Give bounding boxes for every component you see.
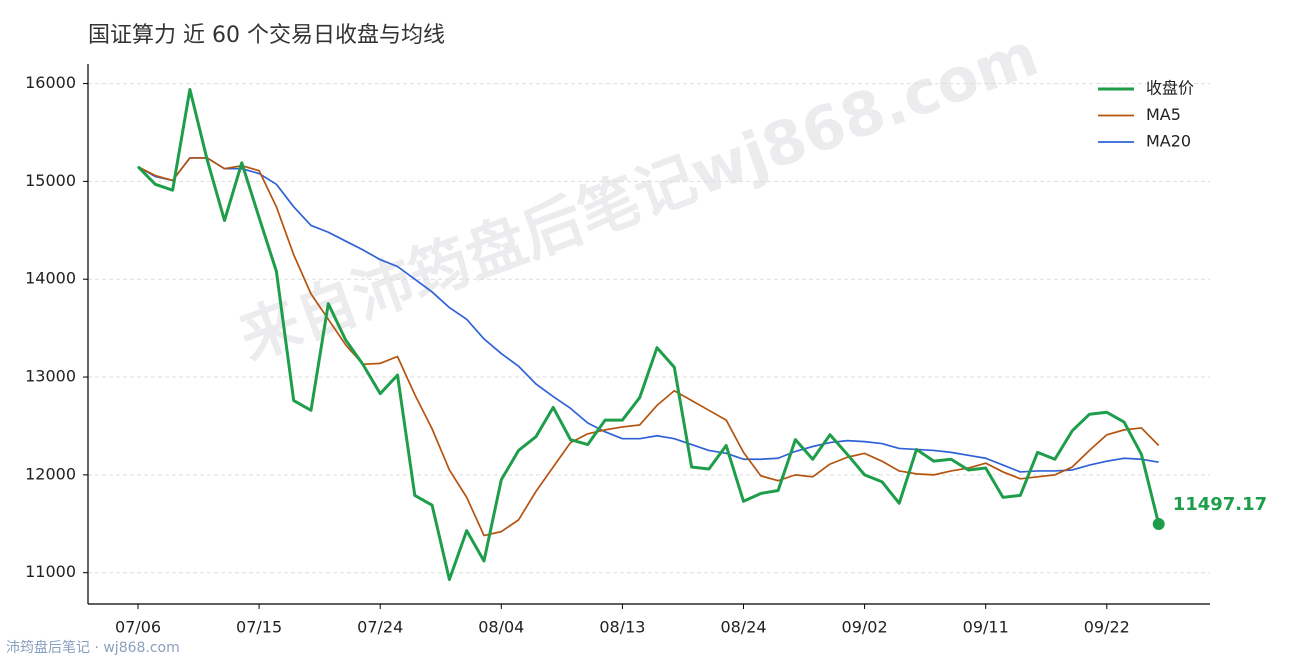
last-point — [1152, 518, 1165, 531]
watermark: 来自沛筠盘后笔记wj868.com — [231, 20, 1047, 374]
y-tick-label: 15000 — [25, 171, 76, 190]
legend-label: MA5 — [1146, 105, 1181, 124]
footer: 沛筠盘后笔记 · wj868.com — [6, 639, 180, 656]
x-tick-label: 07/06 — [115, 618, 161, 637]
y-tick-label: 12000 — [25, 464, 76, 483]
last-value-label: 11497.17 — [1173, 494, 1268, 515]
x-tick-label: 09/11 — [963, 618, 1009, 637]
x-tick-label: 07/24 — [357, 618, 403, 637]
x-tick-label: 08/24 — [720, 618, 766, 637]
y-tick-label: 16000 — [25, 73, 76, 92]
legend-label: MA20 — [1146, 132, 1191, 151]
line-series — [137, 157, 1159, 473]
x-tick-label: 07/15 — [236, 618, 282, 637]
line-series — [136, 87, 1161, 582]
line-series — [137, 157, 1160, 537]
legend-label: 收盘价 — [1146, 79, 1194, 98]
x-tick-label: 09/22 — [1084, 618, 1130, 637]
y-tick-label: 11000 — [25, 562, 76, 581]
chart-title: 国证算力 近 60 个交易日收盘与均线 — [88, 23, 445, 48]
x-tick-label: 08/04 — [478, 618, 524, 637]
y-tick-label: 13000 — [25, 367, 76, 386]
x-tick-label: 09/02 — [842, 618, 888, 637]
y-tick-label: 14000 — [25, 269, 76, 288]
x-tick-label: 08/13 — [599, 618, 645, 637]
